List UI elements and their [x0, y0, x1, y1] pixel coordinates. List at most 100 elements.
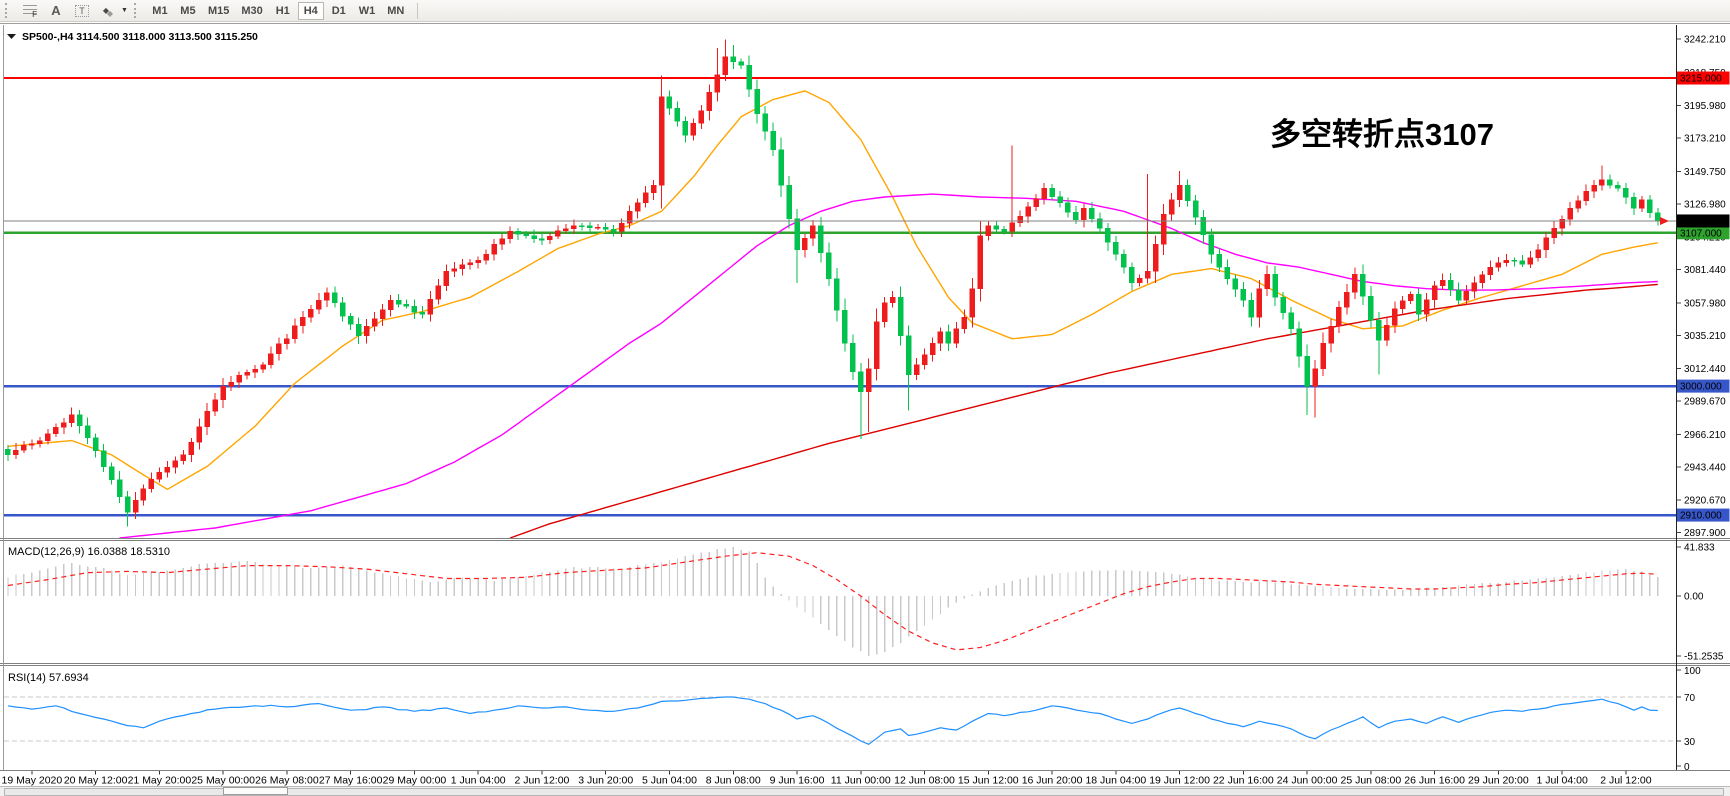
candle-body [252, 368, 258, 373]
price-badge [1676, 379, 1730, 393]
timeframe-m1-button[interactable]: M1 [147, 2, 173, 20]
candle-body [714, 74, 721, 93]
text-label-tool-button[interactable]: T [70, 2, 94, 20]
candle-body [786, 185, 792, 219]
candle-body [842, 310, 848, 344]
candle-body [682, 121, 689, 136]
candle-body [1384, 325, 1390, 341]
toolbar-grip[interactable] [5, 3, 11, 18]
candle-body [260, 364, 266, 370]
candle-body [1089, 208, 1095, 219]
time-axis[interactable]: 19 May 2020 20 May 12:00 21 May 20:00 25 Ma… [2, 770, 1652, 787]
candle-body [1160, 213, 1167, 245]
candle-body [1591, 184, 1597, 192]
candle-body [483, 253, 489, 261]
timeframes-group: M1 M5 M15 M30 H1 H4 D1 W1 MN [146, 1, 410, 20]
candle-body [865, 368, 872, 393]
timeframe-h4-button[interactable]: H4 [297, 1, 324, 20]
candle-body [929, 342, 936, 355]
fibonacci-tool-button[interactable]: F [18, 2, 42, 20]
candle-body [124, 496, 131, 513]
price-tick-label: 2966.210 [1684, 430, 1726, 441]
candle-body [403, 303, 410, 307]
candle-body [1073, 212, 1079, 221]
candle-body [730, 56, 737, 63]
candle-body [459, 264, 466, 269]
candle-body [499, 238, 505, 245]
price-badge [1676, 226, 1730, 240]
candle-body [92, 437, 99, 451]
candle-body [347, 316, 354, 325]
candle-body [674, 107, 681, 122]
toolbar-grip[interactable] [133, 3, 140, 18]
candle-body [37, 440, 43, 444]
price-badge-label: 2910.000 [1680, 511, 1722, 522]
candle-body [1344, 291, 1350, 308]
toolbar-separator [417, 2, 419, 19]
macd-histogram [7, 547, 1659, 657]
candle-body [1272, 274, 1278, 298]
price-badge [1676, 214, 1730, 228]
candle-body [802, 238, 808, 251]
candle-body [1655, 212, 1661, 222]
chart-plot-area[interactable] [4, 39, 1676, 745]
candle-body [738, 61, 744, 66]
candle-body [116, 479, 123, 497]
candle-body [985, 225, 992, 236]
candle-body [1407, 294, 1414, 301]
candle-body [1599, 179, 1605, 186]
timeframe-m30-button[interactable]: M30 [236, 2, 267, 20]
timeframe-d1-button[interactable]: D1 [326, 2, 352, 20]
macd-label: MACD(12,26,9) 16.0388 18.5310 [8, 546, 170, 558]
candle-body [284, 338, 290, 345]
time-tick-label: 29 Jun 20:00 [1468, 775, 1529, 787]
candle-body [881, 302, 888, 322]
time-tick-label: 21 May 20:00 [128, 775, 192, 787]
horizontal-scrollbar[interactable] [0, 786, 1730, 796]
timeframe-m15-button[interactable]: M15 [203, 2, 234, 20]
arrow-objects-tool-button[interactable]: ◆ [96, 2, 120, 20]
candle-body [1575, 200, 1581, 209]
candle-body [969, 288, 976, 318]
candle-body [531, 235, 537, 240]
candle-body [1447, 279, 1454, 290]
candle-body [172, 460, 179, 468]
tool-dropdown-icon[interactable]: ▼ [121, 7, 128, 14]
candle-body [1256, 288, 1263, 318]
rsi-tick-label: 100 [1684, 666, 1701, 677]
price-tick-label: 2897.900 [1684, 528, 1726, 539]
timeframe-m5-button[interactable]: M5 [175, 2, 201, 20]
candle-body [45, 433, 51, 441]
text-tool-button[interactable]: A [44, 2, 68, 20]
chart-dropdown-icon[interactable] [7, 34, 16, 39]
candle-body [834, 278, 840, 311]
candle-body [1423, 299, 1430, 315]
candle-body [387, 299, 394, 310]
candle-body [770, 131, 776, 150]
timeframe-mn-button[interactable]: MN [382, 2, 409, 20]
candle-body [1216, 254, 1223, 268]
timeframe-h1-button[interactable]: H1 [270, 2, 296, 20]
scrollbar-thumb[interactable] [223, 787, 288, 795]
price-axis[interactable] [1677, 25, 1730, 770]
time-tick-label: 2 Jun 12:00 [515, 775, 570, 787]
candle-body [1113, 241, 1119, 255]
candle-body [108, 466, 115, 480]
price-badge-label: 3000.000 [1680, 382, 1722, 393]
chart-window: 3242.2103218.7503195.9803173.2103149.750… [0, 23, 1730, 786]
candle-body [1543, 237, 1549, 251]
candle-body [1551, 228, 1557, 239]
candle-body [1631, 196, 1637, 209]
candle-body [371, 318, 378, 327]
price-badge-label: 3215.000 [1680, 74, 1722, 85]
candle-body [467, 262, 473, 266]
candle-body [491, 244, 497, 255]
price-tick-label: 2989.670 [1684, 396, 1726, 407]
candle-body [579, 225, 585, 228]
candle-body [1336, 307, 1342, 327]
candle-body [626, 211, 633, 224]
time-tick-label: 19 May 2020 [2, 775, 63, 787]
rsi-tick-label: 70 [1684, 693, 1696, 704]
timeframe-w1-button[interactable]: W1 [354, 2, 381, 20]
